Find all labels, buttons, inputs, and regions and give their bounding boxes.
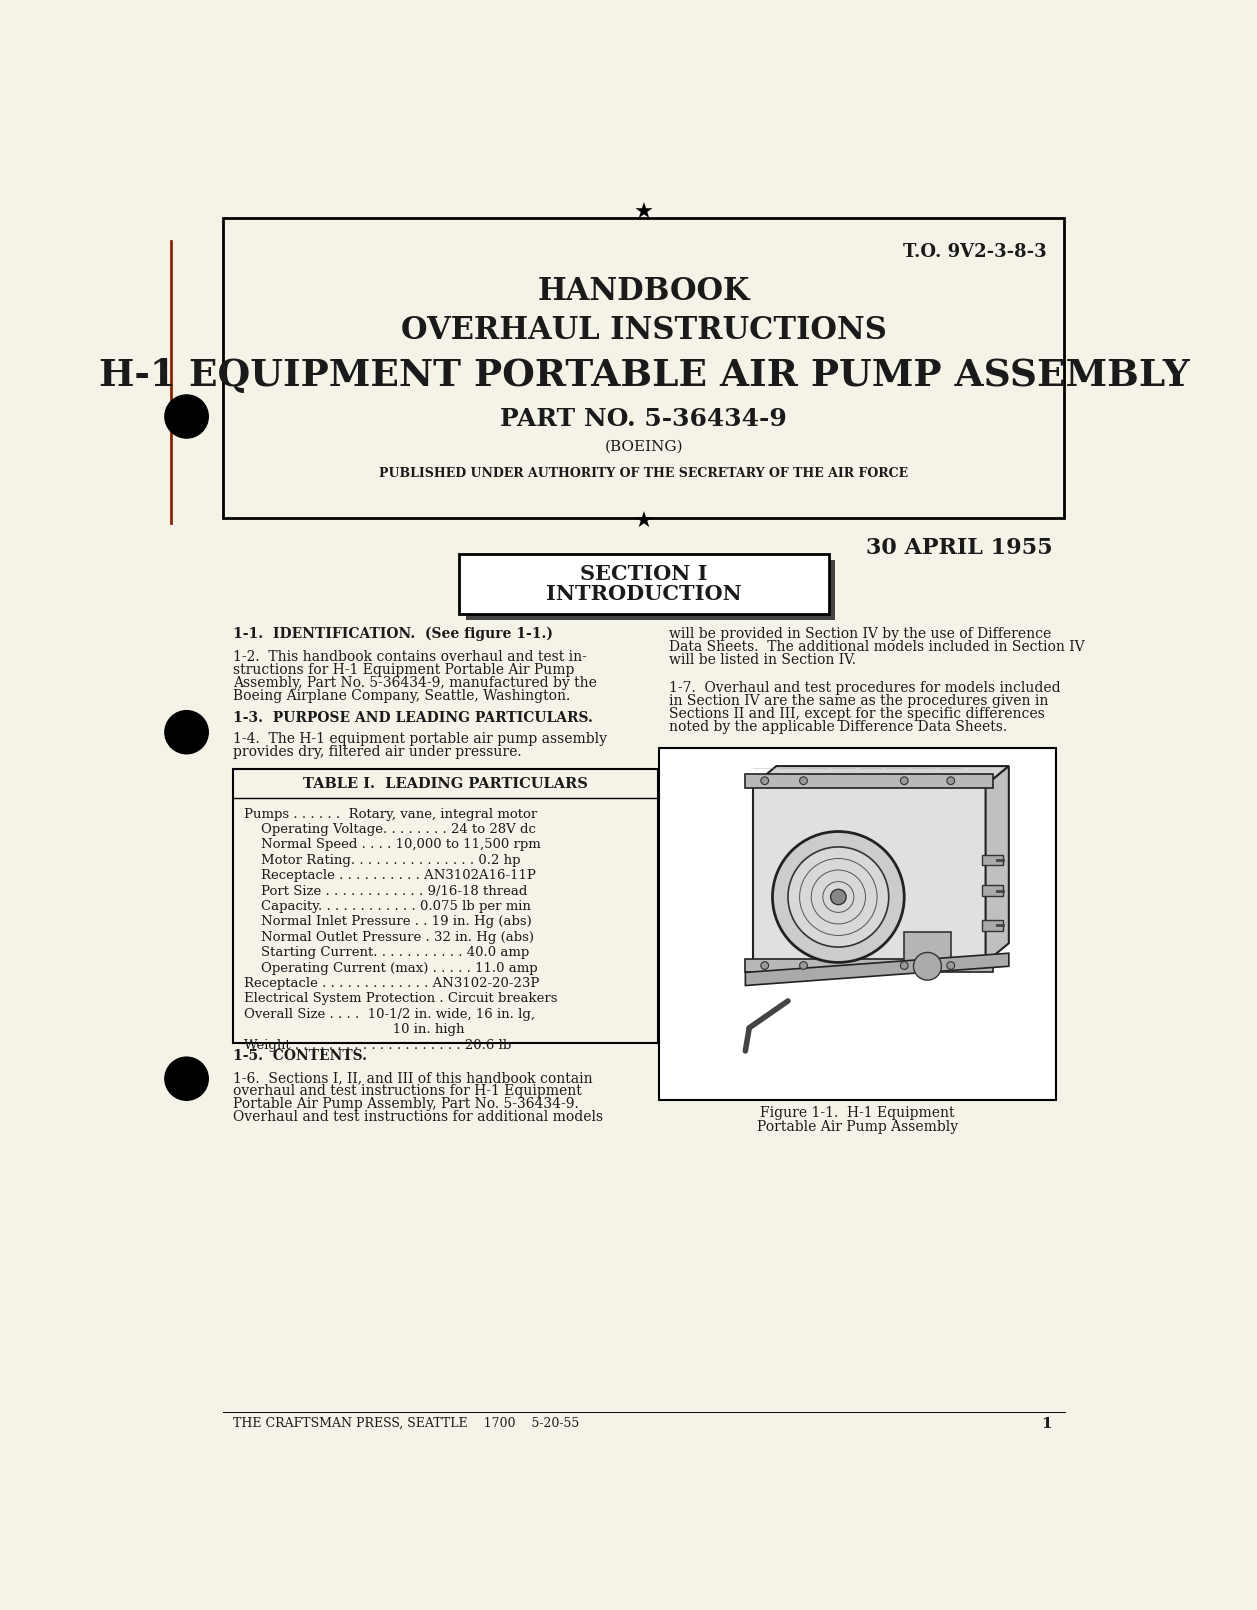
Text: Figure 1-1.  H-1 Equipment: Figure 1-1. H-1 Equipment (760, 1106, 955, 1121)
Text: PART NO. 5-36434-9: PART NO. 5-36434-9 (500, 407, 787, 431)
Circle shape (165, 394, 209, 438)
Text: ★: ★ (634, 512, 654, 531)
Bar (904, 932, 950, 966)
Text: Data Sheets.  The additional models included in Section IV: Data Sheets. The additional models inclu… (669, 639, 1085, 654)
Text: 1-1.  IDENTIFICATION.  (See figure 1-1.): 1-1. IDENTIFICATION. (See figure 1-1.) (233, 626, 553, 641)
Text: THE CRAFTSMAN PRESS, SEATTLE    1700    5-20-55: THE CRAFTSMAN PRESS, SEATTLE 1700 5-20-5… (233, 1417, 579, 1430)
Text: Portable Air Pump Assembly, Part No. 5-36434-9.: Portable Air Pump Assembly, Part No. 5-3… (233, 1096, 578, 1111)
Text: Receptacle . . . . . . . . . . AN3102A16-11P: Receptacle . . . . . . . . . . AN3102A16… (244, 869, 535, 882)
Text: OVERHAUL INSTRUCTIONS: OVERHAUL INSTRUCTIONS (401, 316, 886, 346)
Circle shape (165, 710, 209, 753)
Text: 1-2.  This handbook contains overhaul and test in-: 1-2. This handbook contains overhaul and… (233, 650, 587, 663)
Circle shape (900, 778, 908, 784)
Text: PUBLISHED UNDER AUTHORITY OF THE SECRETARY OF THE AIR FORCE: PUBLISHED UNDER AUTHORITY OF THE SECRETA… (380, 467, 909, 480)
Bar (982, 919, 1003, 931)
Circle shape (947, 961, 954, 969)
Circle shape (165, 1058, 209, 1100)
Text: Sections II and III, except for the specific differences: Sections II and III, except for the spec… (669, 707, 1045, 721)
Text: Overhaul and test instructions for additional models: Overhaul and test instructions for addit… (233, 1111, 603, 1124)
Polygon shape (985, 766, 1009, 963)
Text: 1-3.  PURPOSE AND LEADING PARTICULARS.: 1-3. PURPOSE AND LEADING PARTICULARS. (233, 712, 593, 726)
Text: in Section IV are the same as the procedures given in: in Section IV are the same as the proced… (669, 694, 1048, 708)
Bar (982, 855, 1003, 866)
Bar (660, 747, 1056, 1100)
Text: Boeing Airplane Company, Seattle, Washington.: Boeing Airplane Company, Seattle, Washin… (233, 689, 571, 704)
Text: Normal Inlet Pressure . . 19 in. Hg (abs): Normal Inlet Pressure . . 19 in. Hg (abs… (244, 916, 532, 929)
Text: INTRODUCTION: INTRODUCTION (546, 584, 742, 604)
Polygon shape (745, 953, 1009, 985)
Circle shape (914, 953, 941, 980)
Circle shape (799, 961, 807, 969)
Circle shape (788, 847, 889, 947)
Text: T.O. 9V2-3-8-3: T.O. 9V2-3-8-3 (904, 243, 1047, 261)
Text: Electrical System Protection . Circuit breakers: Electrical System Protection . Circuit b… (244, 992, 557, 1006)
Text: Starting Current. . . . . . . . . . . 40.0 amp: Starting Current. . . . . . . . . . . 40… (244, 947, 529, 960)
Text: TABLE I.  LEADING PARTICULARS: TABLE I. LEADING PARTICULARS (303, 778, 588, 791)
Circle shape (799, 778, 807, 784)
Text: 30 APRIL 1955: 30 APRIL 1955 (866, 538, 1052, 559)
Circle shape (760, 961, 768, 969)
Bar (745, 958, 993, 972)
Circle shape (760, 778, 768, 784)
Text: Motor Rating. . . . . . . . . . . . . . . 0.2 hp: Motor Rating. . . . . . . . . . . . . . … (244, 853, 520, 866)
Text: ★: ★ (634, 203, 654, 222)
Bar (459, 554, 830, 613)
Circle shape (900, 961, 908, 969)
Text: will be listed in Section IV.: will be listed in Section IV. (669, 654, 856, 667)
Text: Operating Voltage. . . . . . . . 24 to 28V dc: Operating Voltage. . . . . . . . 24 to 2… (244, 823, 535, 836)
Text: 1-4.  The H-1 equipment portable air pump assembly: 1-4. The H-1 equipment portable air pump… (233, 733, 607, 745)
Bar (753, 786, 985, 963)
Text: Receptacle . . . . . . . . . . . . . AN3102-20-23P: Receptacle . . . . . . . . . . . . . AN3… (244, 977, 539, 990)
Text: Weight . . . . . . . . . . . . . . . . . . . . 20.6 lb: Weight . . . . . . . . . . . . . . . . .… (244, 1038, 512, 1051)
Text: provides dry, filtered air under pressure.: provides dry, filtered air under pressur… (233, 745, 522, 760)
Text: 10 in. high: 10 in. high (244, 1024, 464, 1037)
Text: structions for H-1 Equipment Portable Air Pump: structions for H-1 Equipment Portable Ai… (233, 663, 574, 676)
Text: Normal Outlet Pressure . 32 in. Hg (abs): Normal Outlet Pressure . 32 in. Hg (abs) (244, 931, 534, 943)
Text: overhaul and test instructions for H-1 Equipment: overhaul and test instructions for H-1 E… (233, 1084, 582, 1098)
Text: Pumps . . . . . .  Rotary, vane, integral motor: Pumps . . . . . . Rotary, vane, integral… (244, 808, 537, 821)
Text: Port Size . . . . . . . . . . . . 9/16-18 thread: Port Size . . . . . . . . . . . . 9/16-1… (244, 884, 527, 898)
Text: 1-7.  Overhaul and test procedures for models included: 1-7. Overhaul and test procedures for mo… (669, 681, 1060, 694)
Bar (982, 886, 1003, 897)
Text: HANDBOOK: HANDBOOK (538, 277, 750, 308)
Text: will be provided in Section IV by the use of Difference: will be provided in Section IV by the us… (669, 626, 1051, 641)
Bar (222, 217, 1063, 518)
Text: Operating Current (max) . . . . . 11.0 amp: Operating Current (max) . . . . . 11.0 a… (244, 961, 538, 974)
Circle shape (831, 889, 846, 905)
Text: Assembly, Part No. 5-36434-9, manufactured by the: Assembly, Part No. 5-36434-9, manufactur… (233, 676, 597, 691)
Text: 1-6.  Sections I, II, and III of this handbook contain: 1-6. Sections I, II, and III of this han… (233, 1071, 593, 1085)
Circle shape (773, 831, 904, 963)
Bar (745, 774, 993, 787)
Bar (233, 770, 657, 1043)
Text: 1: 1 (1042, 1417, 1052, 1431)
Text: Overall Size . . . .  10-1/2 in. wide, 16 in. lg,: Overall Size . . . . 10-1/2 in. wide, 16… (244, 1008, 535, 1021)
Text: Normal Speed . . . . 10,000 to 11,500 rpm: Normal Speed . . . . 10,000 to 11,500 rp… (244, 839, 541, 852)
Text: (BOEING): (BOEING) (605, 440, 683, 454)
Text: Portable Air Pump Assembly: Portable Air Pump Assembly (757, 1121, 958, 1135)
Bar (465, 560, 835, 620)
Text: 1-5.  CONTENTS.: 1-5. CONTENTS. (233, 1050, 367, 1064)
Polygon shape (753, 766, 1009, 786)
Text: noted by the applicable Difference Data Sheets.: noted by the applicable Difference Data … (669, 720, 1007, 734)
Circle shape (947, 778, 954, 784)
Text: H-1 EQUIPMENT PORTABLE AIR PUMP ASSEMBLY: H-1 EQUIPMENT PORTABLE AIR PUMP ASSEMBLY (98, 357, 1189, 394)
Text: Capacity. . . . . . . . . . . . 0.075 lb per min: Capacity. . . . . . . . . . . . 0.075 lb… (244, 900, 530, 913)
Text: SECTION I: SECTION I (579, 565, 708, 584)
